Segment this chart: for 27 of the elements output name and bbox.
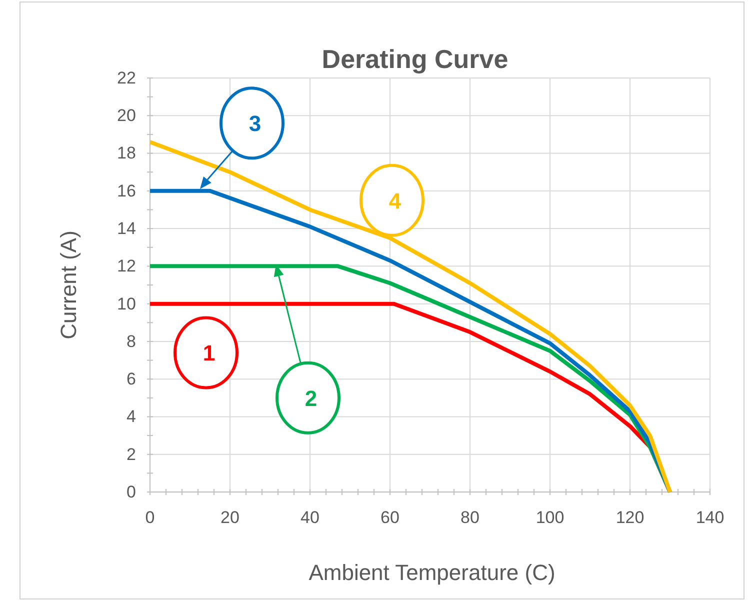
x-tick-label: 20 [220, 508, 240, 528]
y-tick-label: 10 [116, 294, 136, 314]
chart-title: Derating Curve [322, 44, 508, 74]
y-axis-title: Current (A) [56, 230, 81, 340]
y-tick-label: 22 [116, 68, 136, 88]
y-tick-label: 6 [126, 370, 136, 389]
text: 2 [304, 386, 318, 411]
y-tick-label: 8 [126, 332, 136, 351]
y-tick-label: 0 [126, 482, 136, 502]
text: 3 [248, 111, 262, 136]
y-tick-label: 20 [116, 106, 136, 126]
x-tick-label: 40 [300, 508, 320, 528]
x-tick-label: 100 [536, 508, 564, 528]
series-label: 1 [202, 340, 216, 366]
x-tick-label: 120 [616, 508, 644, 528]
x-tick-label: 140 [696, 508, 724, 528]
y-tick-label: 12 [116, 256, 136, 276]
y-tick-label: 2 [126, 444, 136, 464]
x-tick-label: 0 [145, 508, 155, 528]
y-tick-label: 4 [126, 407, 136, 426]
y-tick-label: 16 [116, 181, 136, 200]
y-tick-label: 14 [116, 218, 136, 238]
x-axis-title: Ambient Temperature (C) [308, 560, 556, 585]
series-label: 4 [388, 188, 402, 214]
y-tick-label: 18 [116, 144, 136, 163]
x-tick-label: 60 [380, 508, 400, 528]
x-tick-label: 80 [460, 508, 480, 528]
